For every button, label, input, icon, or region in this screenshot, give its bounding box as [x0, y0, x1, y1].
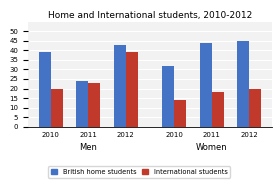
- Bar: [200, 43, 212, 127]
- Legend: British home students, International students: British home students, International stu…: [48, 166, 230, 178]
- Bar: [51, 89, 63, 127]
- Bar: [162, 66, 175, 127]
- Bar: [76, 81, 88, 127]
- Bar: [88, 83, 100, 127]
- Title: Home and International students, 2010-2012: Home and International students, 2010-20…: [48, 10, 252, 20]
- Bar: [237, 41, 249, 127]
- Bar: [39, 52, 51, 127]
- Bar: [126, 52, 138, 127]
- Bar: [212, 92, 224, 127]
- Text: Women: Women: [196, 143, 228, 152]
- Text: Men: Men: [80, 143, 97, 152]
- Bar: [114, 45, 126, 127]
- Bar: [249, 89, 261, 127]
- Bar: [175, 100, 187, 127]
